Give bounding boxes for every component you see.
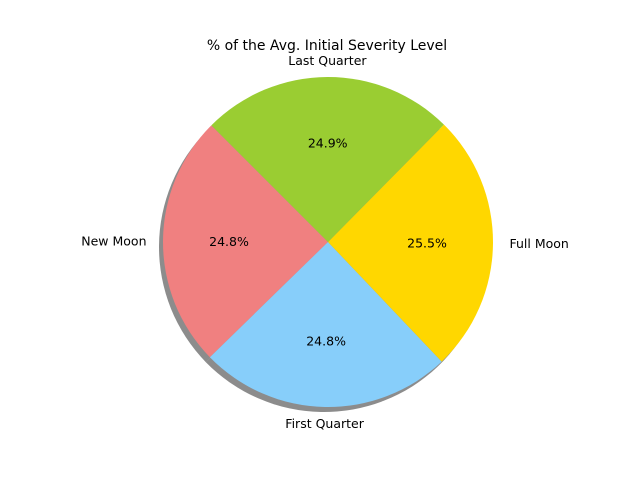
pie-pct-label-full-moon: 25.5% [407, 235, 447, 250]
pie-slice-label-first-quarter: First Quarter [285, 416, 364, 431]
pie-slice-full-moon [328, 124, 493, 362]
pie-slices [163, 77, 493, 408]
pie-labels: 24.8% New Moon 24.8% First Quarter 25.5% Full… [81, 53, 569, 431]
pie-slice-label-new-moon: New Moon [81, 233, 146, 248]
pie-slice-label-full-moon: Full Moon [510, 236, 569, 251]
chart-title: % of the Avg. Initial Severity Level [207, 38, 447, 54]
pie-pct-label-new-moon: 24.8% [209, 234, 249, 249]
pie-slice-first-quarter [209, 242, 442, 408]
pie-slice-label-last-quarter: Last Quarter [288, 53, 367, 68]
pie-slice-new-moon [163, 125, 328, 358]
pie-pct-label-last-quarter: 24.9% [308, 136, 348, 151]
pie-pct-label-first-quarter: 24.8% [306, 334, 346, 349]
pie-slice-last-quarter [211, 77, 444, 242]
